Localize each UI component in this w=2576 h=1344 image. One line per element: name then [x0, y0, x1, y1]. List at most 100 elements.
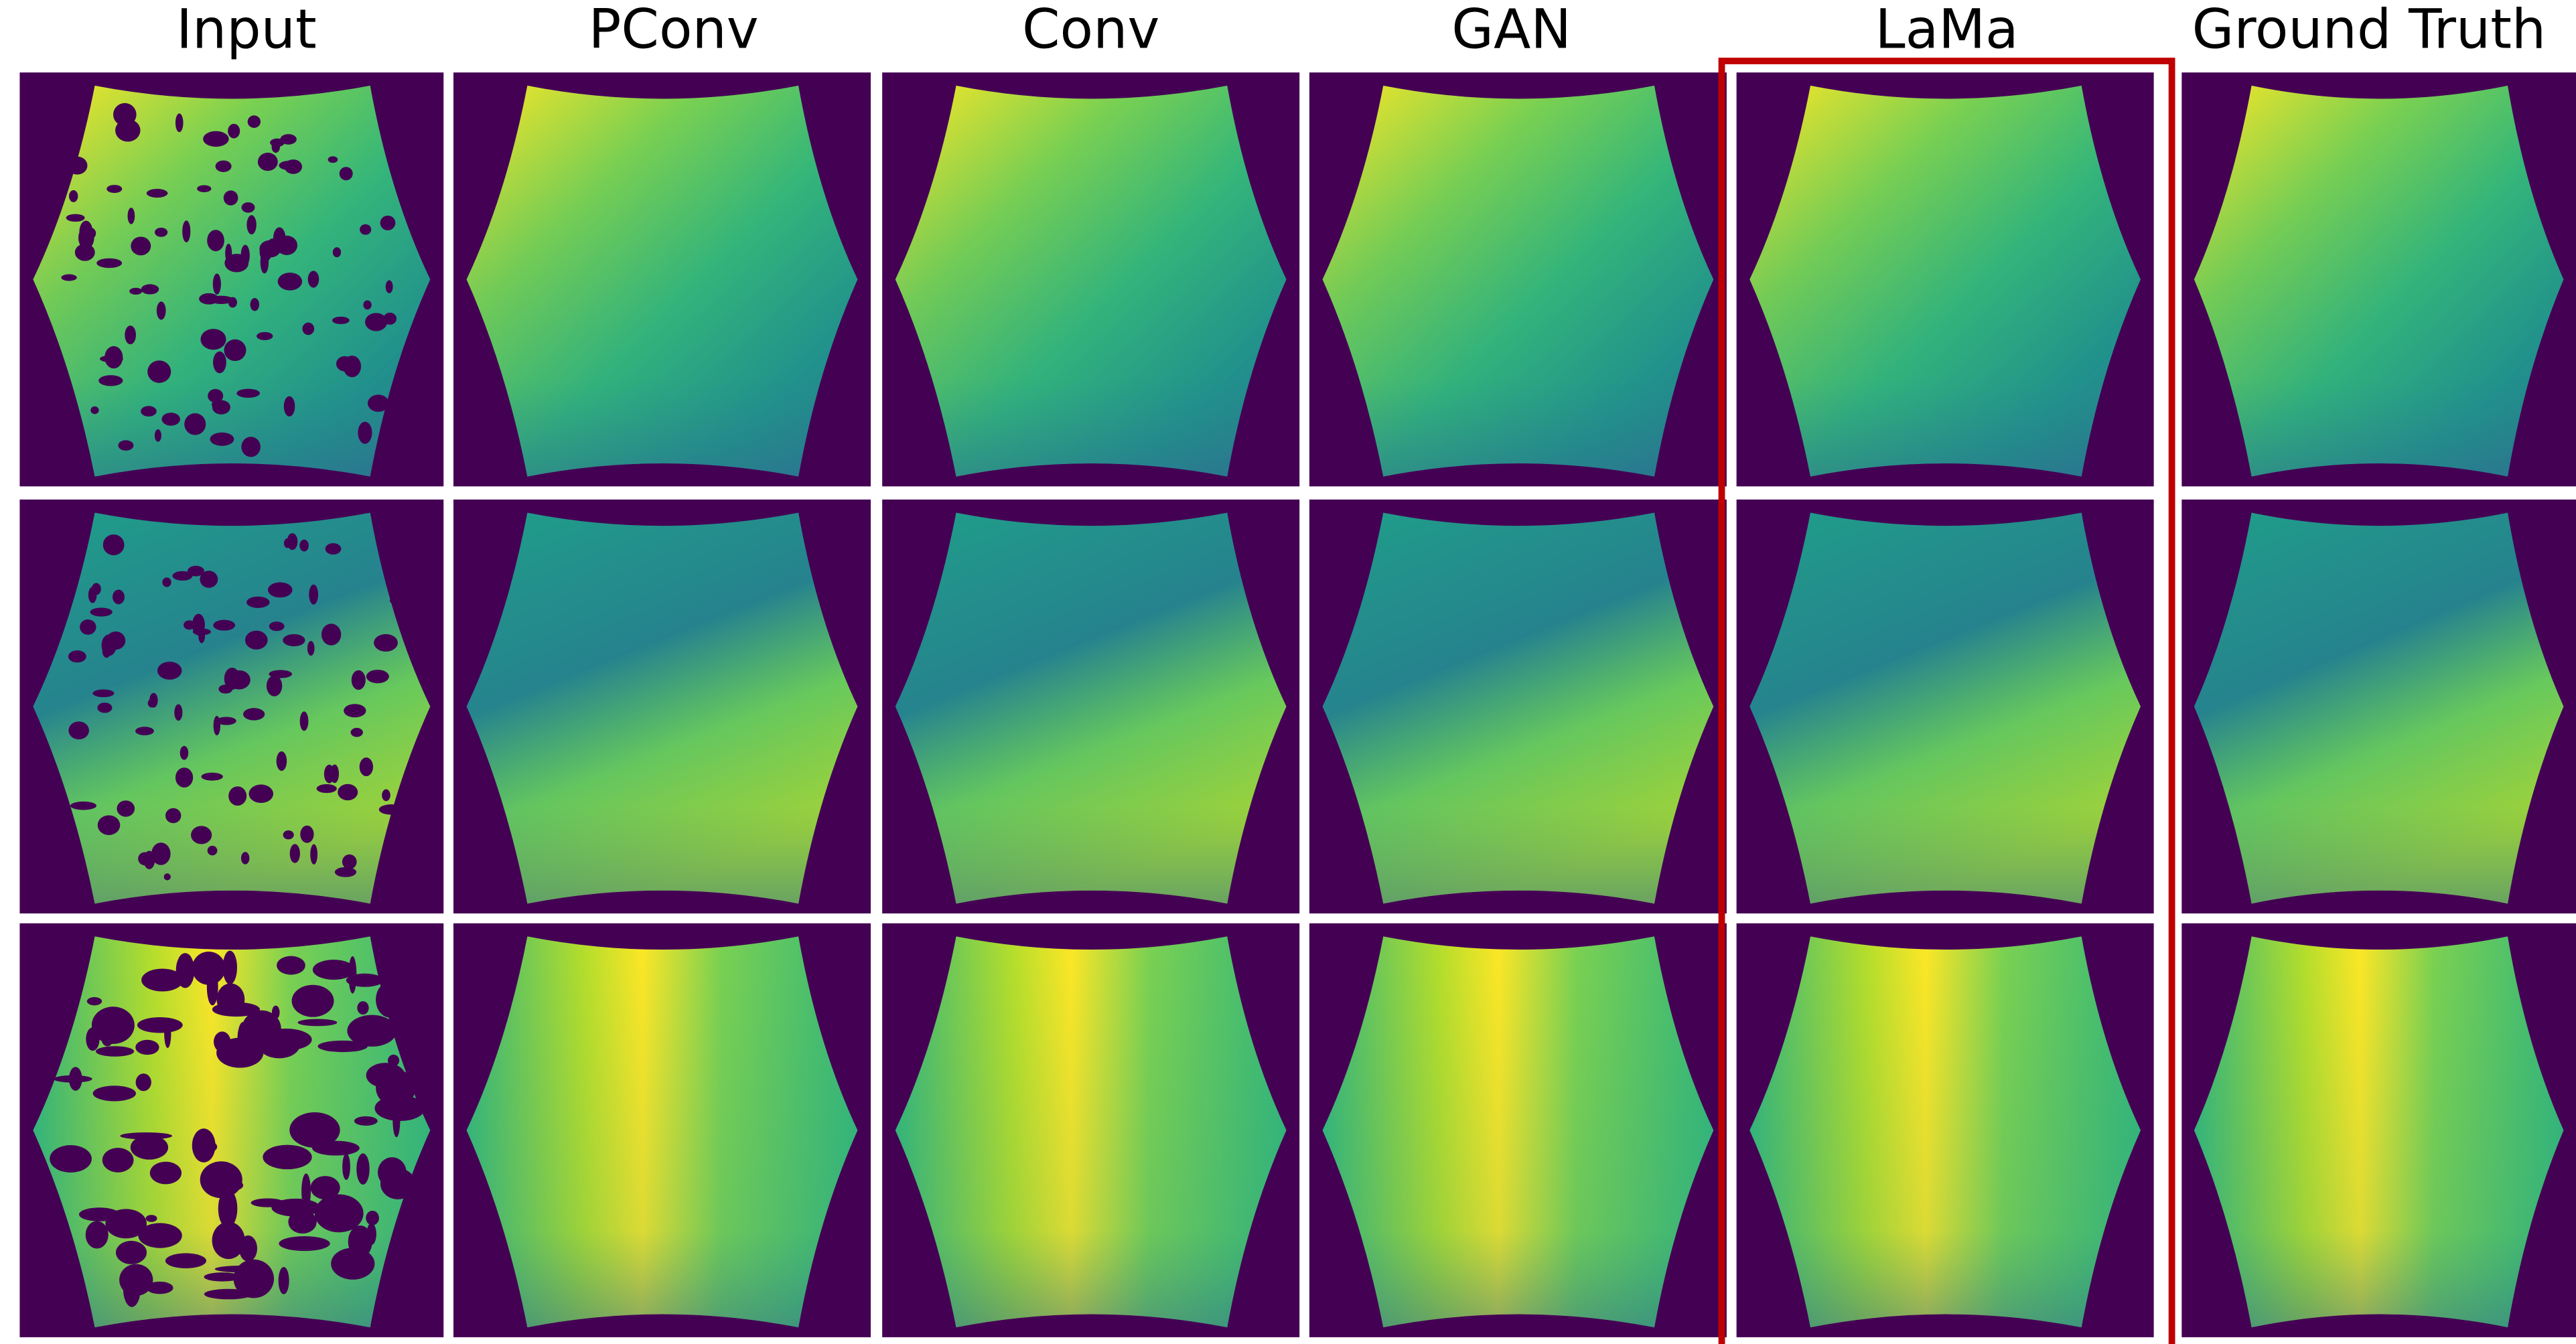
mask-hole	[380, 1168, 415, 1199]
mask-hole	[338, 784, 358, 800]
mask-hole	[176, 953, 195, 988]
mask-hole	[335, 867, 356, 877]
mask-hole	[120, 1132, 172, 1140]
mask-hole	[200, 329, 226, 350]
mask-hole	[86, 1221, 109, 1248]
mask-hole	[191, 826, 212, 844]
column-header: GAN	[1451, 0, 1571, 61]
mask-hole	[200, 571, 218, 588]
depth-panel	[1737, 923, 2154, 1337]
mask-hole	[151, 842, 171, 865]
mask-hole	[224, 340, 246, 361]
page: {"headers": ["Input", "PConv", "Conv", "…	[0, 0, 2576, 1344]
mask-hole	[360, 757, 373, 776]
depth-shade	[896, 936, 1287, 1327]
mask-hole	[98, 375, 123, 386]
mask-hole	[269, 670, 292, 678]
mask-hole	[365, 313, 387, 331]
mask-hole	[146, 1215, 157, 1222]
mask-hole	[193, 629, 211, 636]
mask-hole	[216, 984, 244, 1016]
mask-hole	[257, 332, 273, 340]
depth-panel	[453, 500, 871, 913]
depth-panel	[1309, 923, 1727, 1337]
mask-hole	[184, 620, 195, 629]
panel-grid	[19, 72, 2576, 1337]
mask-hole	[392, 534, 401, 550]
mask-hole	[50, 1145, 92, 1173]
mask-hole	[245, 631, 268, 650]
mask-hole	[116, 1241, 147, 1264]
mask-hole	[277, 751, 287, 771]
mask-hole	[61, 275, 76, 281]
mask-hole	[197, 185, 211, 192]
depth-panel	[453, 72, 871, 486]
column-header: LaMa	[1875, 0, 2019, 61]
mask-hole	[263, 1145, 311, 1169]
mask-hole	[312, 1141, 360, 1156]
mask-hole	[192, 1128, 216, 1163]
mask-hole	[202, 773, 223, 781]
mask-hole	[161, 413, 180, 426]
mask-hole	[138, 852, 151, 866]
mask-hole	[138, 1223, 182, 1248]
depth-shade	[2194, 936, 2564, 1327]
mask-hole	[386, 836, 398, 846]
mask-hole	[212, 400, 227, 408]
mask-hole	[366, 1063, 405, 1088]
mask-hole	[330, 765, 339, 783]
mask-hole	[228, 786, 246, 806]
mask-hole	[141, 284, 159, 294]
mask-hole	[241, 852, 249, 864]
mask-hole	[376, 982, 405, 1018]
mask-hole	[278, 273, 302, 290]
mask-hole	[192, 952, 226, 985]
mask-hole	[258, 153, 278, 171]
mask-hole	[175, 767, 193, 788]
mask-hole	[150, 1162, 182, 1185]
depth-shade	[33, 86, 430, 477]
depth-shade	[1749, 86, 2141, 477]
depth-panel	[1737, 500, 2154, 913]
mask-hole	[224, 668, 240, 690]
mask-hole	[113, 103, 137, 126]
depth-shade	[2194, 513, 2564, 904]
mask-hole	[67, 157, 88, 175]
mask-hole	[279, 161, 299, 170]
mask-hole	[342, 1153, 350, 1180]
mask-hole	[184, 413, 206, 435]
depth-panel	[882, 923, 1299, 1337]
depth-shade	[467, 513, 858, 904]
mask-hole	[87, 997, 102, 1005]
mask-hole	[268, 582, 293, 597]
mask-hole	[368, 394, 389, 412]
mask-hole	[363, 300, 371, 309]
mask-hole	[135, 1040, 159, 1055]
column-header: Conv	[1022, 0, 1159, 61]
mask-hole	[374, 634, 398, 652]
depth-panel	[19, 500, 443, 913]
mask-hole	[330, 1198, 338, 1225]
depth-shade	[1323, 513, 1714, 904]
depth-shade	[467, 86, 858, 477]
mask-hole	[207, 230, 224, 251]
mask-hole	[352, 670, 366, 690]
figure: Input PConv Conv GAN LaMa Ground Truth	[0, 0, 2576, 1344]
mask-hole	[164, 873, 171, 880]
mask-hole	[279, 1236, 330, 1251]
mask-hole	[310, 844, 317, 865]
mask-hole	[350, 728, 362, 737]
column-header: Input	[176, 0, 317, 61]
mask-hole	[344, 704, 366, 717]
mask-hole	[315, 1195, 364, 1233]
mask-hole	[165, 1253, 206, 1268]
mask-hole	[216, 717, 236, 725]
mask-hole	[209, 296, 233, 304]
mask-hole	[70, 802, 96, 810]
mask-hole	[106, 631, 126, 650]
mask-hole	[287, 533, 298, 550]
mask-hole	[383, 313, 397, 325]
mask-hole	[249, 785, 273, 803]
mask-hole	[79, 221, 92, 244]
mask-hole	[357, 1001, 368, 1015]
